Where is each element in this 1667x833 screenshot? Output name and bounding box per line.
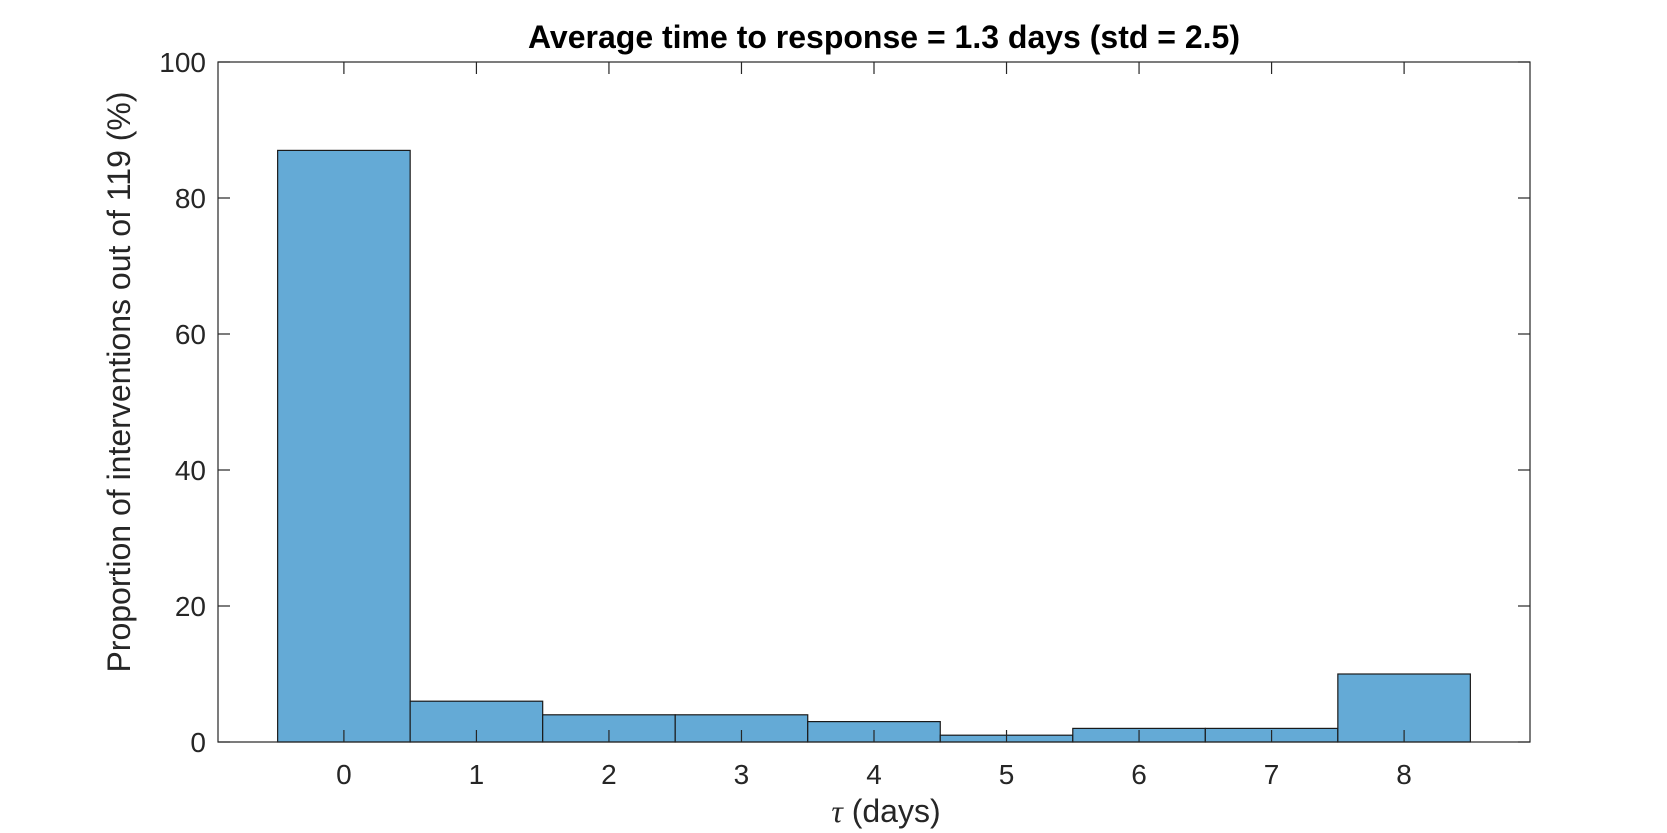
x-tick-label: 3 [734, 759, 750, 790]
y-tick-label: 0 [190, 727, 206, 758]
y-tick-label: 100 [159, 47, 206, 78]
x-tick-labels: 0 1 2 3 4 5 6 7 8 [336, 759, 1412, 790]
x-axis-label: τ (days) [831, 793, 940, 829]
x-tick-label: 1 [469, 759, 485, 790]
chart-title: Average time to response = 1.3 days (std… [528, 19, 1240, 55]
y-tick-label: 20 [175, 591, 206, 622]
plot-frame [217, 61, 1531, 743]
x-tick-label: 0 [336, 759, 352, 790]
y-tick-label: 60 [175, 319, 206, 350]
ticks-group [218, 61, 1530, 743]
x-tick-label: 7 [1264, 759, 1280, 790]
x-tick-label: 6 [1131, 759, 1147, 790]
y-tick-label: 80 [175, 183, 206, 214]
x-tick-label: 4 [866, 759, 882, 790]
x-tick-label: 2 [601, 759, 617, 790]
x-tick-label: 5 [999, 759, 1015, 790]
y-tick-labels: 0 20 40 60 80 100 [159, 47, 206, 758]
y-tick-label: 40 [175, 455, 206, 486]
bars-group [277, 149, 1471, 743]
x-tick-label: 8 [1396, 759, 1412, 790]
y-axis-label: Proportion of interventions out of 119 (… [101, 91, 137, 672]
bar-0 [277, 149, 411, 743]
